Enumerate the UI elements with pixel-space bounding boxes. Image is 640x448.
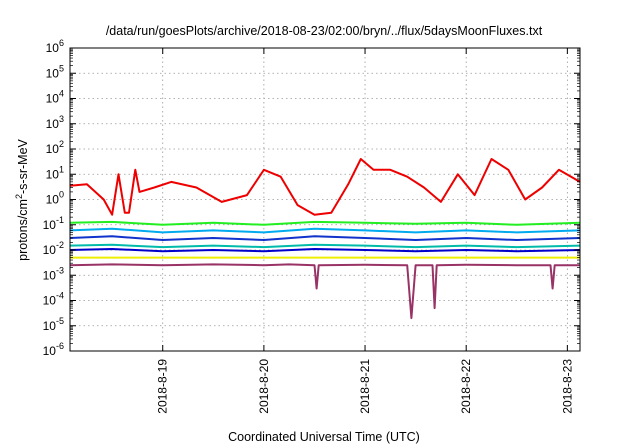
y-tick-label-base: 10 xyxy=(46,117,60,131)
y-tick-label-exp: 1 xyxy=(59,164,64,174)
y-axis-label-rest: -s-sr-MeV xyxy=(16,138,30,194)
y-tick-label: 10-1 xyxy=(43,215,64,232)
y-tick-label-base: 10 xyxy=(46,167,60,181)
y-tick-label: 106 xyxy=(46,38,64,55)
y-tick-label-exp: -5 xyxy=(56,316,64,326)
x-tick-label: 2018-8-19 xyxy=(156,359,170,414)
y-tick-label-exp: -3 xyxy=(56,265,64,275)
x-axis-label: Coordinated Universal Time (UTC) xyxy=(228,430,420,444)
y-tick-label: 10-6 xyxy=(43,341,64,358)
grid xyxy=(70,48,580,351)
y-tick-label: 100 xyxy=(46,190,64,207)
y-tick-label: 10-2 xyxy=(43,240,64,257)
y-axis-label-main: protons/cm xyxy=(16,199,30,261)
y-tick-label-base: 10 xyxy=(46,142,60,156)
plot-area xyxy=(69,158,581,320)
y-tick-label: 103 xyxy=(46,114,64,131)
x-tick-label: 2018-8-22 xyxy=(459,359,473,414)
y-tick-label-base: 10 xyxy=(43,243,57,257)
y-tick-label: 102 xyxy=(46,139,64,156)
y-axis-label-sup: 2 xyxy=(14,194,24,199)
y-tick-label-exp: 5 xyxy=(59,63,64,73)
series-line-2 xyxy=(69,220,581,226)
x-tick-label: 2018-8-20 xyxy=(257,359,271,414)
y-tick-label: 10-3 xyxy=(43,265,64,282)
y-tick-label-exp: -2 xyxy=(56,240,64,250)
chart-title: /data/run/goesPlots/archive/2018-08-23/0… xyxy=(106,24,543,38)
x-axis: 2018-8-19 2018-8-20 2018-8-21 2018-8-22 2018… xyxy=(156,48,574,414)
y-tick-label-exp: -4 xyxy=(56,291,64,301)
y-tick-label-base: 10 xyxy=(46,193,60,207)
x-tick-label: 2018-8-21 xyxy=(358,359,372,414)
y-tick-label-base: 10 xyxy=(46,92,60,106)
y-tick-label-exp: 6 xyxy=(59,38,64,48)
y-tick-label-exp: 3 xyxy=(59,114,64,124)
y-tick-label-base: 10 xyxy=(43,319,57,333)
y-tick-label-base: 10 xyxy=(46,41,60,55)
y-tick-label-exp: 2 xyxy=(59,139,64,149)
series-line-8 xyxy=(69,263,580,320)
series-line-4 xyxy=(69,235,581,241)
y-tick-label-base: 10 xyxy=(43,344,57,358)
series-line-1 xyxy=(69,158,581,216)
y-tick-label: 10-4 xyxy=(43,291,64,308)
y-tick-label-exp: 4 xyxy=(59,89,64,99)
series-line-6 xyxy=(69,248,581,253)
y-tick-label-base: 10 xyxy=(43,218,57,232)
y-tick-label: 104 xyxy=(46,89,64,106)
y-axis-label: protons/cm2-s-sr-MeV xyxy=(14,138,30,260)
y-tick-label-base: 10 xyxy=(43,294,57,308)
y-tick-label-base: 10 xyxy=(46,66,60,80)
series-line-5 xyxy=(69,243,581,249)
y-tick-label-exp: -6 xyxy=(56,341,64,351)
y-tick-label-exp: 0 xyxy=(59,190,64,200)
y-axis: 10-610-510-410-310-210-11001011021031041… xyxy=(43,38,580,358)
y-tick-label: 10-5 xyxy=(43,316,64,333)
y-tick-label: 101 xyxy=(46,164,64,181)
y-tick-label: 105 xyxy=(46,63,64,80)
y-tick-label-base: 10 xyxy=(43,268,57,282)
x-tick-label: 2018-8-23 xyxy=(560,359,574,414)
series-line-3 xyxy=(69,227,581,234)
y-tick-label-exp: -1 xyxy=(56,215,64,225)
